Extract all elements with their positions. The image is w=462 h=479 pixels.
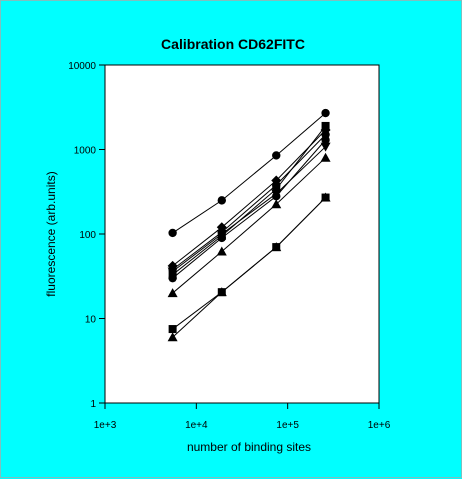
series-line [172, 125, 326, 276]
data-point [320, 142, 331, 152]
data-point [272, 192, 281, 201]
series-line [172, 129, 326, 267]
x-tick-label: 1e+4 [185, 420, 208, 431]
data-point [217, 233, 226, 243]
series-1 [168, 108, 330, 238]
x-axis-label: number of binding sites [187, 440, 311, 454]
data-point [167, 332, 178, 342]
data-point [216, 246, 227, 256]
data-point [216, 287, 227, 297]
data-point [321, 108, 330, 118]
series-layer [167, 108, 331, 342]
data-point [320, 152, 331, 162]
series-line [172, 134, 326, 270]
series-line [172, 139, 326, 279]
y-axis: 1 10 100 1000 10000 [68, 61, 105, 410]
x-tick-label: 1e+3 [94, 420, 117, 431]
data-point [272, 185, 281, 194]
data-point [168, 273, 177, 283]
y-tick-label: 1 [90, 399, 96, 410]
series-line [172, 197, 326, 338]
y-tick-label: 10000 [68, 61, 96, 72]
data-point [217, 196, 226, 205]
y-tick-label: 1000 [74, 146, 97, 157]
data-point [271, 199, 282, 209]
y-tick-label: 100 [79, 230, 96, 241]
x-tick-label: 1e+5 [276, 420, 299, 431]
x-axis: 1e+3 1e+4 1e+5 1e+6 [94, 403, 391, 431]
data-point [167, 288, 178, 298]
data-point [272, 151, 281, 160]
data-point [168, 228, 177, 238]
data-point [271, 242, 282, 252]
series-line [172, 157, 326, 294]
data-point [168, 325, 177, 334]
chart-title: Calibration CD62FITC [161, 36, 305, 52]
series-9 [167, 192, 331, 342]
data-point [321, 135, 330, 145]
y-tick-label: 10 [85, 315, 97, 326]
data-point [320, 192, 331, 202]
data-point [321, 121, 330, 130]
series-line [172, 112, 326, 234]
y-axis-label: fluorescence (arb.units) [44, 171, 58, 296]
x-tick-label: 1e+6 [368, 420, 391, 431]
series-6 [168, 135, 330, 283]
data-point [167, 267, 178, 277]
series-7 [167, 152, 331, 298]
series-line [172, 146, 326, 272]
